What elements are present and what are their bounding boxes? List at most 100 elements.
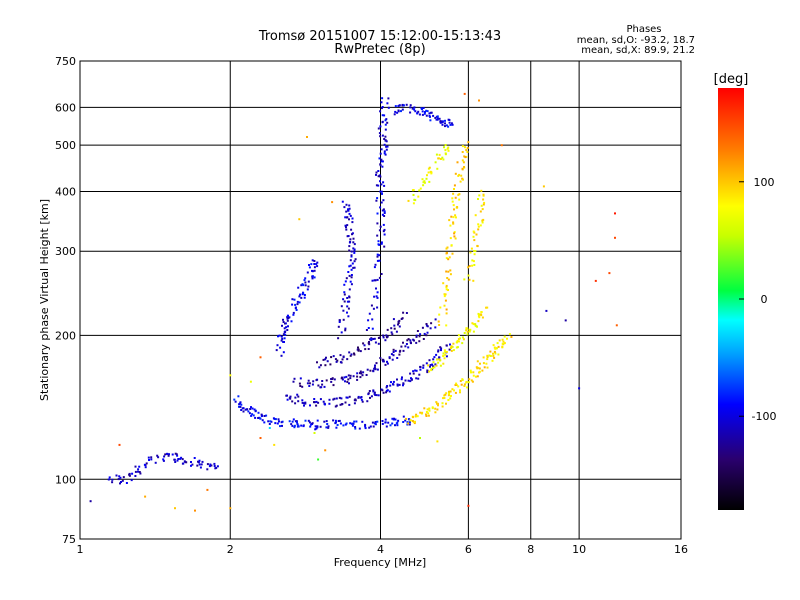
- echo-point: [446, 277, 449, 279]
- echo-point: [166, 452, 169, 455]
- echo-point: [402, 384, 404, 387]
- echo-point: [325, 426, 328, 429]
- echo-point: [460, 383, 463, 386]
- echo-point: [340, 305, 343, 308]
- echo-point: [229, 374, 232, 377]
- echo-point: [162, 459, 165, 462]
- echo-point: [383, 245, 386, 248]
- echo-point: [364, 425, 367, 428]
- echo-point: [435, 118, 438, 121]
- echo-point: [385, 334, 388, 337]
- echo-point: [414, 369, 417, 372]
- echo-point: [375, 173, 377, 176]
- echo-point: [384, 421, 387, 424]
- echo-point: [439, 120, 442, 123]
- echo-point: [409, 372, 412, 375]
- echo-point: [281, 337, 284, 340]
- echo-point: [308, 266, 311, 269]
- echo-point: [442, 282, 445, 285]
- echo-point: [381, 420, 384, 422]
- echo-point: [209, 463, 212, 466]
- echo-point: [298, 295, 301, 298]
- echo-point: [454, 214, 457, 217]
- echo-point: [278, 334, 281, 337]
- echo-point: [445, 344, 448, 347]
- echo-point: [380, 107, 383, 110]
- echo-point: [377, 184, 380, 187]
- phase-stats-x: mean, sd,X: 89.9, 21.2: [581, 45, 695, 56]
- echo-point: [438, 117, 441, 120]
- echo-point: [346, 358, 349, 361]
- echo-point: [128, 474, 131, 477]
- echo-point: [479, 362, 481, 365]
- echo-point: [416, 112, 419, 115]
- echo-point: [397, 419, 400, 422]
- echo-point: [469, 369, 472, 372]
- echo-point: [472, 371, 475, 374]
- echo-point: [292, 418, 295, 421]
- echo-point: [438, 313, 441, 316]
- echo-point: [337, 420, 340, 422]
- echo-point: [240, 409, 243, 411]
- echo-point: [361, 420, 364, 423]
- echo-point: [282, 321, 285, 323]
- echo-point: [344, 380, 346, 383]
- echo-point: [409, 111, 412, 114]
- echo-point: [397, 320, 400, 323]
- echo-point: [298, 382, 301, 385]
- echo-point: [404, 419, 407, 422]
- echo-point: [308, 382, 311, 385]
- echo-point: [328, 398, 331, 401]
- echo-point: [442, 352, 445, 355]
- echo-point: [398, 383, 401, 386]
- echo-point: [419, 366, 422, 369]
- echo-point: [302, 292, 305, 295]
- echo-point: [444, 153, 447, 156]
- echo-point: [381, 422, 384, 425]
- echo-point: [426, 325, 429, 328]
- echo-point: [422, 366, 425, 369]
- echo-point: [144, 495, 147, 498]
- echo-point: [352, 247, 355, 250]
- echo-point: [402, 382, 405, 385]
- echo-point: [313, 263, 316, 265]
- echo-point: [325, 379, 328, 382]
- echo-point: [503, 335, 506, 338]
- echo-point: [421, 110, 424, 113]
- echo-point: [122, 476, 125, 479]
- echo-point: [394, 424, 396, 427]
- echo-point: [316, 425, 319, 428]
- echo-point: [401, 108, 404, 111]
- echo-point: [409, 380, 412, 383]
- echo-point: [397, 323, 399, 326]
- echo-point: [468, 330, 471, 333]
- echo-point: [356, 378, 359, 381]
- echo-point: [238, 405, 240, 408]
- echo-point: [471, 380, 474, 383]
- echo-point: [310, 423, 313, 426]
- echo-point: [386, 362, 389, 365]
- echo-point: [250, 414, 253, 417]
- echo-point: [234, 400, 237, 403]
- echo-point: [381, 209, 384, 212]
- echo-point: [472, 330, 475, 333]
- echo-point: [467, 274, 470, 277]
- echo-point: [351, 221, 354, 224]
- echo-point: [419, 333, 422, 336]
- echo-point: [430, 369, 433, 372]
- echo-point: [346, 297, 349, 299]
- echo-point: [473, 250, 476, 252]
- echo-point: [323, 420, 326, 423]
- echo-point: [444, 119, 446, 122]
- echo-point: [468, 265, 471, 267]
- echo-point: [368, 341, 370, 343]
- echo-point: [346, 380, 349, 383]
- echo-point: [359, 350, 362, 353]
- echo-point: [404, 379, 407, 382]
- chart-title: Tromsø 20151007 15:12:00-15:13:43: [258, 29, 501, 44]
- echo-point: [394, 105, 397, 108]
- x-tick-labels: 1 2 4 6 8 10 16: [77, 543, 689, 556]
- echo-point: [384, 128, 387, 131]
- echo-point: [381, 114, 384, 117]
- echo-point: [380, 101, 383, 104]
